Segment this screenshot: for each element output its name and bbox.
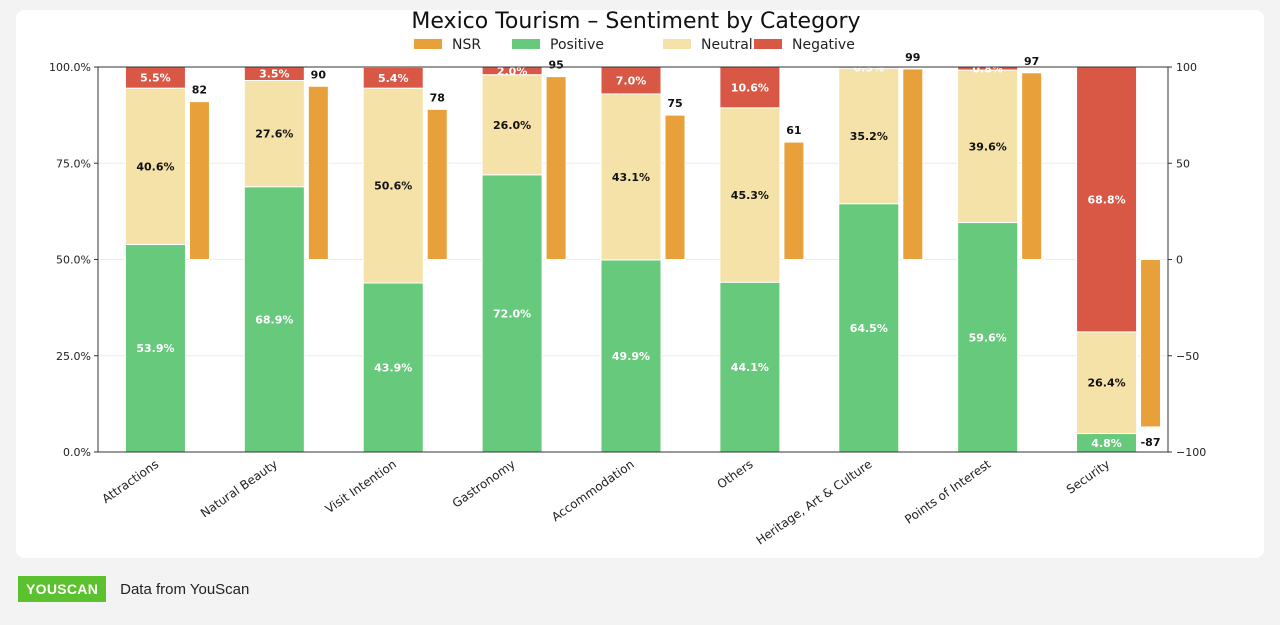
- negative-bar: [600, 66, 662, 95]
- nsr-label: 82: [192, 84, 207, 97]
- neutral-bar: [838, 67, 900, 205]
- positive-label: 53.9%: [136, 342, 174, 355]
- negative-label: 68.8%: [1087, 193, 1125, 206]
- nsr-label: 97: [1024, 55, 1039, 68]
- positive-label: 43.9%: [374, 361, 412, 374]
- neutral-label: 26.4%: [1087, 377, 1125, 390]
- left-tick-label: 50.0%: [56, 254, 91, 267]
- category-label: Natural Beauty: [198, 457, 280, 520]
- category-label: Points of Interest: [902, 457, 993, 527]
- positive-bar: [481, 174, 543, 453]
- neutral-label: 45.3%: [731, 189, 769, 202]
- legend-swatch: [414, 39, 442, 49]
- footer: YOUSCAN Data from YouScan: [18, 576, 249, 602]
- negative-bar: [719, 66, 781, 109]
- neutral-label: 50.6%: [374, 180, 412, 193]
- nsr-bar: [1021, 72, 1043, 261]
- positive-label: 44.1%: [731, 361, 769, 374]
- left-tick-label: 75.0%: [56, 157, 91, 170]
- positive-bar: [362, 282, 424, 453]
- nsr-bar: [783, 141, 805, 260]
- negative-label: 7.0%: [616, 74, 647, 87]
- nsr-label: 90: [311, 68, 327, 81]
- category-label: Others: [715, 457, 756, 492]
- nsr-bar: [1140, 259, 1162, 428]
- right-tick-label: 100: [1176, 61, 1197, 74]
- positive-label: 4.8%: [1091, 437, 1122, 450]
- negative-label: 5.5%: [140, 72, 171, 85]
- negative-label: 2.0%: [497, 65, 528, 78]
- left-tick-label: 100.0%: [49, 61, 91, 74]
- nsr-label: 95: [548, 59, 563, 72]
- right-tick-label: −50: [1176, 350, 1199, 363]
- nsr-label: -87: [1141, 436, 1161, 449]
- nsr-bar: [902, 68, 924, 260]
- legend-swatch: [512, 39, 540, 49]
- negative-label: 0.3%: [854, 62, 885, 75]
- legend-label: NSR: [452, 37, 481, 53]
- legend-swatch: [663, 39, 691, 49]
- negative-label: 10.6%: [731, 81, 769, 94]
- right-tick-label: 50: [1176, 157, 1190, 170]
- nsr-label: 61: [786, 124, 801, 137]
- positive-bar: [600, 259, 662, 453]
- neutral-label: 43.1%: [612, 171, 650, 184]
- nsr-bar: [664, 114, 686, 260]
- neutral-bar: [1076, 331, 1138, 435]
- neutral-bar: [481, 74, 543, 176]
- nsr-label: 99: [905, 51, 920, 64]
- negative-label: 0.8%: [972, 63, 1003, 76]
- negative-label: 5.4%: [378, 72, 409, 85]
- left-tick-label: 25.0%: [56, 350, 91, 363]
- positive-bar: [957, 222, 1019, 453]
- left-tick-label: 0.0%: [63, 446, 91, 459]
- legend-swatch: [754, 39, 782, 49]
- negative-label: 3.5%: [259, 68, 290, 81]
- neutral-label: 26.0%: [493, 119, 531, 132]
- neutral-label: 27.6%: [255, 128, 293, 141]
- category-label: Accommodation: [549, 457, 637, 524]
- positive-label: 64.5%: [850, 322, 888, 335]
- nsr-bar: [426, 108, 448, 260]
- category-label: Security: [1064, 457, 1112, 497]
- source-note: Data from YouScan: [120, 580, 250, 598]
- neutral-label: 39.6%: [969, 140, 1007, 153]
- legend-label: Neutral: [701, 37, 753, 53]
- right-tick-label: 0: [1176, 254, 1183, 267]
- chart-title: Mexico Tourism – Sentiment by Category: [411, 9, 860, 34]
- positive-bar: [719, 281, 781, 453]
- nsr-label: 78: [430, 91, 445, 104]
- nsr-bar: [307, 85, 329, 260]
- nsr-bar: [545, 76, 567, 260]
- neutral-bar: [600, 93, 662, 261]
- positive-label: 59.6%: [969, 331, 1007, 344]
- legend-label: Positive: [550, 37, 604, 53]
- nsr-bar: [188, 101, 210, 261]
- category-label: Gastronomy: [450, 457, 518, 511]
- neutral-label: 35.2%: [850, 130, 888, 143]
- plot-frame: [97, 66, 1169, 453]
- nsr-label: 75: [667, 97, 682, 110]
- youscan-logo: YOUSCAN: [18, 576, 107, 602]
- negative-bar: [1076, 66, 1138, 333]
- neutral-bar: [362, 87, 424, 284]
- positive-label: 68.9%: [255, 313, 293, 326]
- neutral-label: 40.6%: [136, 160, 174, 173]
- category-label: Visit Intention: [323, 457, 399, 516]
- category-label: Attractions: [99, 457, 161, 506]
- positive-label: 72.0%: [493, 307, 531, 320]
- neutral-bar: [719, 107, 781, 283]
- right-tick-label: −100: [1176, 446, 1206, 459]
- positive-label: 49.9%: [612, 350, 650, 363]
- category-label: Heritage, Art & Culture: [754, 457, 875, 548]
- legend-label: Negative: [792, 37, 855, 53]
